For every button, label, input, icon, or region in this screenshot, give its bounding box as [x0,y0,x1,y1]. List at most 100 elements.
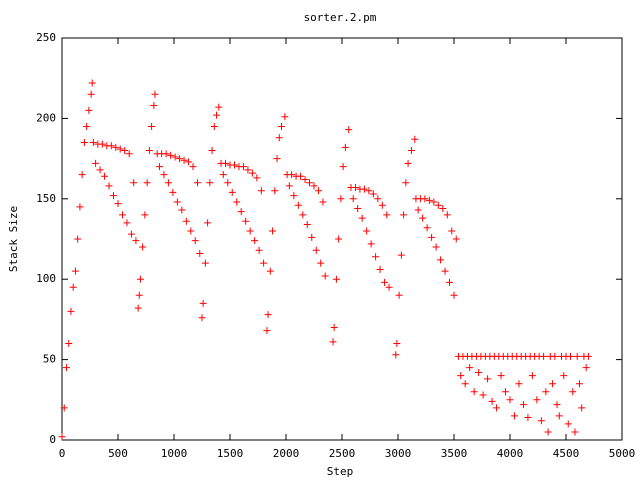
point [407,147,415,155]
point [69,283,77,291]
point [578,404,586,412]
point [123,219,131,227]
point [244,166,252,174]
point [411,135,419,143]
point [151,90,159,98]
point [374,195,382,203]
point [314,187,322,195]
point [242,217,250,225]
y-tick-label: 150 [36,192,56,205]
point [555,412,563,420]
x-tick-label: 5000 [609,447,636,460]
point [196,249,204,257]
point [560,372,568,380]
point [443,211,451,219]
point [385,283,393,291]
point [167,151,175,159]
point [584,352,592,360]
point [339,163,347,171]
point [178,206,186,214]
point [569,388,577,396]
point [58,433,66,441]
y-axis-label: Stack Size [7,206,20,272]
point [71,267,79,275]
point [381,278,389,286]
point [452,235,460,243]
point [317,259,325,267]
point [143,179,151,187]
point [134,304,142,312]
point [493,404,501,412]
point [351,184,359,192]
point [78,171,86,179]
point [107,142,115,150]
point [369,190,377,198]
point [475,368,483,376]
point [228,188,236,196]
point [164,179,172,187]
point [425,196,433,204]
point [162,150,170,158]
point [89,139,97,147]
point [312,246,320,254]
point [198,314,206,322]
point [321,272,329,280]
point [67,307,75,315]
point [127,230,135,238]
point [253,174,261,182]
x-tick-label: 1500 [217,447,244,460]
point [439,204,447,212]
point [105,182,113,190]
point [303,221,311,229]
point [251,237,259,245]
point [264,311,272,319]
y-tick-label: 0 [49,433,56,446]
point [423,224,431,232]
x-axis-label: Step [327,465,354,478]
point [191,237,199,245]
point [376,266,384,274]
chart-title: sorter.2.pm [304,11,377,24]
x-tick-label: 1000 [161,447,188,460]
point [136,275,144,283]
point [255,246,263,254]
x-tick-label: 3500 [441,447,468,460]
point [363,227,371,235]
point [392,351,400,359]
point [466,364,474,372]
point [437,256,445,264]
point [432,243,440,251]
point [332,275,340,283]
point [434,201,442,209]
point [160,171,168,179]
point [74,235,82,243]
point [319,198,327,206]
point [271,187,279,195]
point [519,401,527,409]
point [506,396,514,404]
point [171,153,179,161]
point [297,172,305,180]
point [497,372,505,380]
point [206,179,214,187]
point [185,158,193,166]
point [116,145,124,153]
point [199,299,207,307]
point [215,103,223,111]
point [288,171,296,179]
point [537,417,545,425]
x-tick-label: 500 [108,447,128,460]
point [337,195,345,203]
point [330,323,338,331]
point [395,291,403,299]
point [575,380,583,388]
point [169,188,177,196]
point [306,179,314,187]
point [345,126,353,134]
point [564,420,572,428]
point [187,227,195,235]
point [148,122,156,130]
point [132,237,140,245]
point [551,352,559,360]
point [510,412,518,420]
